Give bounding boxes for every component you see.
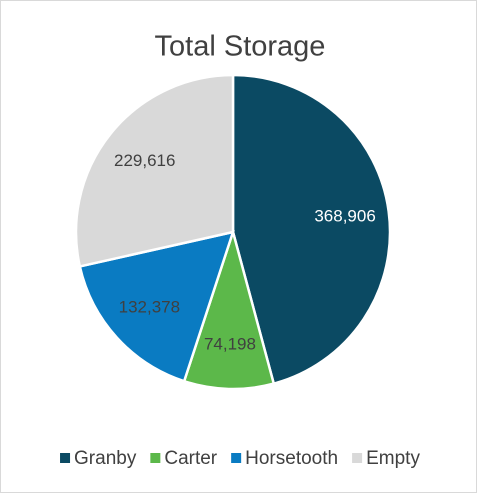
legend-swatch xyxy=(231,453,242,463)
legend-label: Horsetooth xyxy=(245,448,338,469)
legend-swatch xyxy=(60,453,71,463)
chart-title: Total Storage xyxy=(155,31,326,63)
legend-swatch xyxy=(352,453,363,463)
legend-label: Empty xyxy=(366,448,420,469)
data-label: 368,906 xyxy=(314,207,375,226)
data-label: 132,378 xyxy=(119,298,180,317)
pie-slice xyxy=(74,73,235,268)
pie-slice xyxy=(78,230,235,383)
legend-label: Carter xyxy=(164,448,217,469)
pie-slice xyxy=(231,73,392,386)
data-label: 229,616 xyxy=(114,151,175,170)
data-label: 74,198 xyxy=(204,334,256,353)
legend-label: Granby xyxy=(74,448,137,469)
pie-slice xyxy=(182,227,276,391)
legend-swatch xyxy=(150,453,161,463)
